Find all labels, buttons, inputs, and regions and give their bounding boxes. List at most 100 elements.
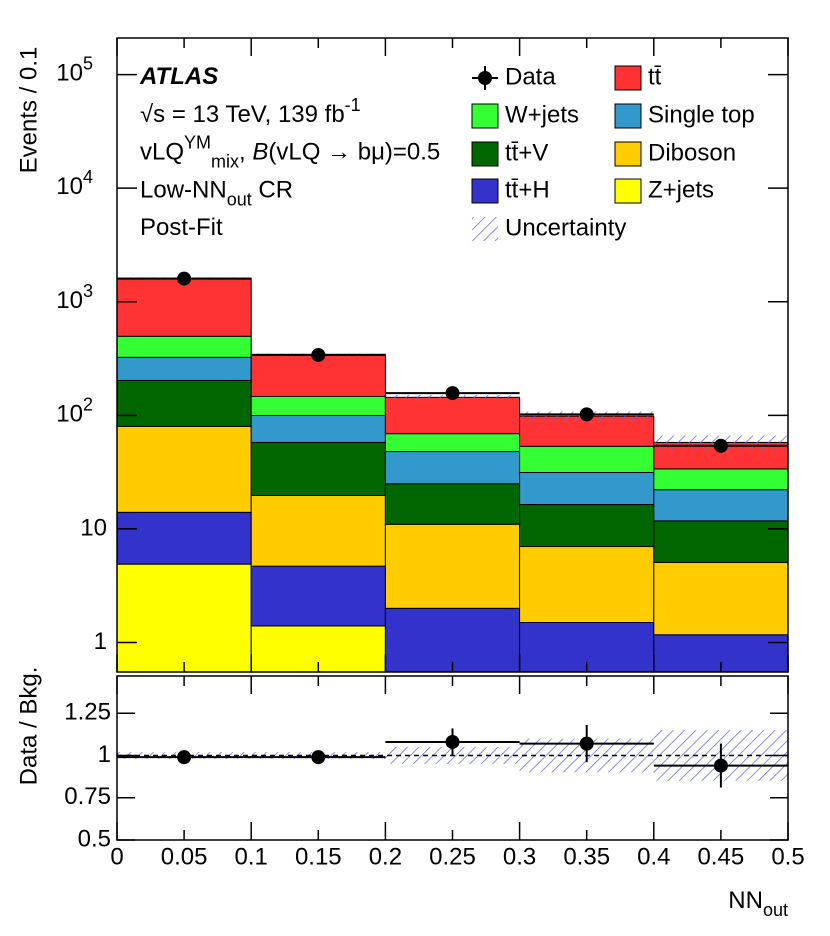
histogram-bar [250,414,386,443]
ratio-point [579,736,594,751]
histogram-bar [116,563,252,673]
legend-swatch [471,178,499,204]
ratio-y-tick-label: 1.25 [64,699,111,726]
histogram-bar [384,483,521,525]
x-tick-label: 0.1 [235,843,268,870]
text-part: vLQ [140,139,184,166]
data-point [177,271,192,286]
annotation: vLQYMmix, B(vLQ → bμ)=0.5 [140,132,440,171]
histogram-bar [250,565,386,627]
ratio-y-tick-label: 0.75 [64,783,111,810]
legend-swatch [471,141,499,167]
text-part: 10 [56,401,83,428]
x-tick-label: 0.5 [771,843,804,870]
histogram-bar [653,489,789,522]
text-part: NN [728,887,763,914]
histogram-bar [116,379,252,427]
text-part: YM [184,132,211,152]
data-point [445,386,460,401]
text-part: √s = 13 TeV, 139 fb [140,101,345,128]
annotation: Low-NNout CR [140,177,293,209]
histogram-bar [384,433,521,453]
x-tick-label: 0.4 [637,843,670,870]
histogram-bar [519,546,655,624]
x-tick-label: 0.45 [698,843,745,870]
legend-swatch [472,217,498,241]
x-tick-label: 0 [110,843,123,870]
x-tick-label: 0.25 [429,843,476,870]
ratio-point [177,750,192,765]
legend-label: tt̄ [648,63,662,90]
x-tick-label: 0.15 [295,843,342,870]
histogram-bar [250,441,386,496]
y-tick-label: 102 [56,394,93,428]
text-part: mix [211,151,239,171]
legend-marker [478,71,492,85]
histogram-bar [116,425,252,513]
ratio-y-tick-label: 0.5 [78,825,111,852]
x-tick-label: 0.35 [563,843,610,870]
text-part: 4 [83,167,93,187]
histogram-bar [384,523,521,609]
text-part: 3 [83,281,93,301]
text-part: 2 [83,394,93,414]
legend-swatch [614,103,642,129]
ratio-point [445,734,460,749]
text-part: 10 [56,287,83,314]
text-part: Post-Fit [140,215,223,242]
histogram-bar [250,395,386,416]
text-part: ATLAS [139,63,218,90]
legend-swatch [614,141,642,167]
text-part: , [239,139,252,166]
text-part: 10 [56,174,83,201]
data-point [311,347,326,362]
histogram-bar [384,451,521,485]
x-axis-label: NNout [728,887,788,919]
text-part: -1 [345,95,361,115]
y-tick-label: 103 [56,281,93,315]
ratio-y-tick-label: 1 [98,741,111,768]
histogram-bar [250,494,386,567]
annotation: ATLAS [139,63,218,90]
ratio-y-axis-label: Data / Bkg. [15,667,42,786]
y-tick-label: 1 [94,628,107,655]
x-tick-label: 0.3 [503,843,536,870]
legend-label: W+jets [505,101,579,128]
legend-swatch [471,103,499,129]
histogram-bar [519,471,655,506]
annotation: √s = 13 TeV, 139 fb-1 [140,95,361,129]
data-point [713,438,728,453]
legend-swatch [614,65,642,91]
text-part: B [252,139,268,166]
histogram-bar [384,396,521,435]
text-part: CR [252,177,293,204]
text-part: (vLQ → bμ)=0.5 [268,139,440,166]
histogram-bar [116,511,252,565]
legend-label: tt̄+V [505,139,548,166]
annotation: Post-Fit [140,215,223,242]
histogram-bar [116,356,252,381]
legend-label: Data [505,63,556,90]
ratio-point [713,758,728,773]
y-axis-label: Events / 0.1 [15,47,42,174]
text-part: out [227,189,252,209]
y-tick-label: 104 [56,167,93,201]
legend-label: Z+jets [648,176,714,203]
histogram-bar [653,468,789,491]
text-part: 10 [56,60,83,87]
histogram-bar [116,277,252,337]
x-tick-label: 0.05 [161,843,208,870]
y-tick-label: 10 [80,514,107,541]
text-part: Low-NN [140,177,227,204]
y-tick-label: 105 [56,53,93,87]
histogram-bar [653,520,789,563]
legend-swatch [614,178,642,204]
legend-label: tt̄+H [505,176,550,203]
legend-label: Diboson [648,139,736,166]
text-part: 5 [83,53,93,73]
legend-label: Single top [648,101,755,128]
histogram-bar [116,335,252,358]
ratio-point [311,750,326,765]
histogram-bar [519,445,655,473]
